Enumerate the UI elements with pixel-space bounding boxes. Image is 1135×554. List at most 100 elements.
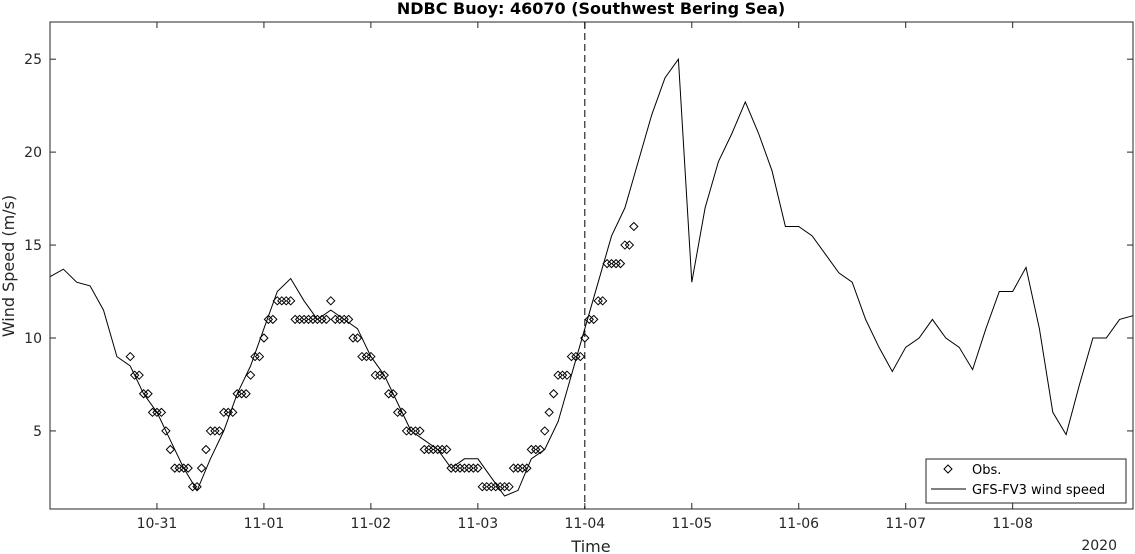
obs-point <box>433 444 443 455</box>
obs-point <box>268 314 278 325</box>
obs-point <box>410 426 421 436</box>
obs-point <box>575 351 586 362</box>
obs-point <box>437 444 447 455</box>
obs-point <box>401 426 412 436</box>
obs-point <box>580 333 590 343</box>
obs-point <box>210 426 220 436</box>
obs-point <box>388 389 398 399</box>
obs-point <box>161 426 171 436</box>
obs-point <box>477 481 488 492</box>
obs-point <box>544 407 554 418</box>
obs-point <box>299 314 309 325</box>
obs-point <box>370 370 381 380</box>
obs-point <box>138 389 149 399</box>
obs-point <box>192 481 202 492</box>
obs-point <box>473 463 483 473</box>
obs-point <box>566 351 577 362</box>
obs-point <box>152 407 162 418</box>
obs-point <box>339 314 349 325</box>
obs-point <box>508 463 519 473</box>
obs-point <box>285 296 296 306</box>
obs-point <box>571 351 581 362</box>
model-wind-speed-line <box>49 57 1134 497</box>
obs-point <box>531 444 541 455</box>
obs-point <box>602 258 612 269</box>
legend-obs-label: Obs. <box>972 463 1001 478</box>
obs-point <box>312 314 323 325</box>
obs-point <box>522 463 532 473</box>
obs-point <box>321 314 332 325</box>
x-tick-label: 11-03 <box>458 516 499 532</box>
obs-point <box>629 221 639 232</box>
obs-point <box>513 463 523 473</box>
obs-point <box>156 407 167 418</box>
obs-point <box>205 426 216 436</box>
obs-point <box>424 444 434 455</box>
obs-point <box>504 481 514 492</box>
model-series-layer <box>49 57 1134 497</box>
obs-point <box>615 258 626 269</box>
obs-point <box>187 481 198 492</box>
y-axis-title: Wind Speed (m/s) <box>0 195 18 337</box>
obs-point <box>375 370 385 380</box>
obs-point <box>415 426 425 436</box>
legend-box <box>925 458 1127 504</box>
x-tick-label: 10-31 <box>137 516 178 532</box>
obs-point <box>517 463 528 473</box>
obs-point <box>352 333 363 343</box>
legend: Obs. GFS-FV3 wind speed <box>925 458 1127 504</box>
obs-point <box>232 389 242 399</box>
obs-point <box>397 407 407 418</box>
obs-point <box>147 407 158 418</box>
y-tick-label: 5 <box>33 424 42 440</box>
obs-point <box>548 389 559 399</box>
obs-point <box>455 463 465 473</box>
obs-point <box>406 426 416 436</box>
obs-point <box>464 463 474 473</box>
obs-point <box>308 314 318 325</box>
obs-point <box>384 389 394 399</box>
x-tick-label: 11-01 <box>244 516 285 532</box>
x-axis-title: Time <box>570 537 610 554</box>
obs-point <box>250 351 260 362</box>
x-tick-label: 11-06 <box>778 516 819 532</box>
obs-point <box>196 463 207 473</box>
obs-point <box>535 444 545 455</box>
x-tick-label: 11-02 <box>351 516 392 532</box>
x-tick-label: 11-07 <box>885 516 926 532</box>
obs-point <box>219 407 229 418</box>
obs-point <box>593 296 603 306</box>
obs-point <box>263 314 274 325</box>
obs-point <box>223 407 233 418</box>
y-tick-label: 20 <box>24 145 42 161</box>
obs-point <box>482 481 492 492</box>
obs-point <box>245 370 256 380</box>
obs-point <box>241 389 251 399</box>
obs-point <box>584 314 594 325</box>
obs-point <box>236 389 247 399</box>
obs-point <box>589 314 599 325</box>
obs-point <box>526 444 537 455</box>
obs-point <box>259 333 269 343</box>
obs-point <box>134 370 144 380</box>
x-tick-label: 11-04 <box>564 516 605 532</box>
obs-point <box>165 444 176 455</box>
legend-model-label: GFS-FV3 wind speed <box>972 483 1105 498</box>
axis-ticks: 10-31 11-01 11-02 11-03 11-04 11-05 11-06 11-07… <box>24 22 1133 532</box>
obs-point <box>597 296 608 306</box>
obs-point <box>392 407 403 418</box>
obs-point <box>562 370 572 380</box>
obs-point <box>170 463 180 473</box>
obs-point <box>366 351 376 362</box>
obs-point <box>129 370 140 380</box>
obs-point <box>624 240 635 250</box>
obs-point <box>303 314 314 325</box>
obs-point <box>495 481 505 492</box>
y-tick-label: 15 <box>24 238 42 254</box>
obs-point <box>228 407 238 418</box>
legend-obs-marker <box>943 464 953 474</box>
obs-point <box>379 370 389 380</box>
obs-point <box>459 463 470 473</box>
obs-point <box>334 314 345 325</box>
plot-area <box>49 21 1134 510</box>
